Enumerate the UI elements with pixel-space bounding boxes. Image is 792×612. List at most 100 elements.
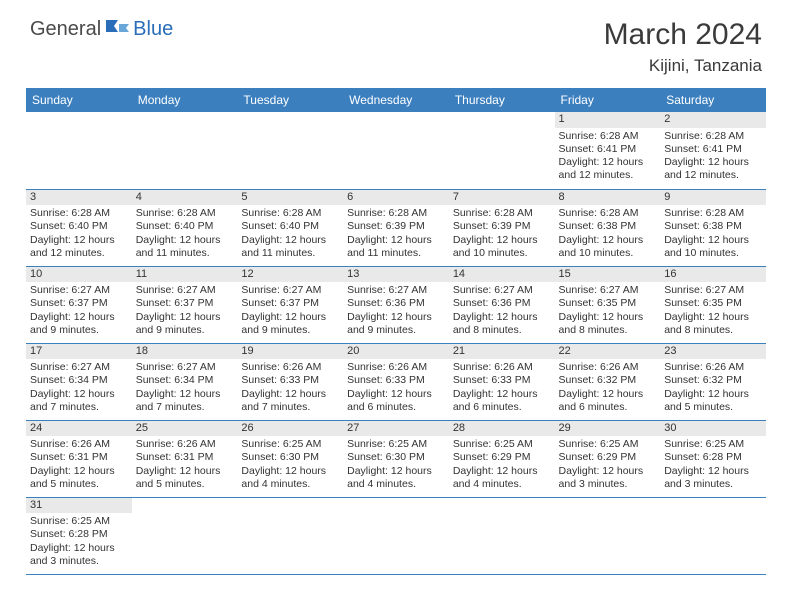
day-number: 25 xyxy=(132,421,238,437)
daylight-text: Daylight: 12 hours and 9 minutes. xyxy=(241,311,339,337)
sunset-text: Sunset: 6:35 PM xyxy=(664,297,762,310)
calendar-cell: 14Sunrise: 6:27 AMSunset: 6:36 PMDayligh… xyxy=(449,266,555,343)
calendar-cell: 17Sunrise: 6:27 AMSunset: 6:34 PMDayligh… xyxy=(26,343,132,420)
sunset-text: Sunset: 6:38 PM xyxy=(664,220,762,233)
calendar-cell: 24Sunrise: 6:26 AMSunset: 6:31 PMDayligh… xyxy=(26,420,132,497)
sunrise-text: Sunrise: 6:28 AM xyxy=(136,207,234,220)
sunset-text: Sunset: 6:31 PM xyxy=(136,451,234,464)
sunrise-text: Sunrise: 6:25 AM xyxy=(453,438,551,451)
sunset-text: Sunset: 6:28 PM xyxy=(30,528,128,541)
day-number: 2 xyxy=(660,112,766,128)
sunrise-text: Sunrise: 6:26 AM xyxy=(664,361,762,374)
sunset-text: Sunset: 6:41 PM xyxy=(559,143,657,156)
day-number: 31 xyxy=(26,498,132,514)
daylight-text: Daylight: 12 hours and 10 minutes. xyxy=(559,234,657,260)
calendar-cell-blank xyxy=(660,497,766,574)
daylight-text: Daylight: 12 hours and 9 minutes. xyxy=(347,311,445,337)
daylight-text: Daylight: 12 hours and 6 minutes. xyxy=(559,388,657,414)
sunset-text: Sunset: 6:29 PM xyxy=(559,451,657,464)
calendar-cell-blank xyxy=(26,112,132,189)
weekday-header: Friday xyxy=(555,88,661,112)
weekday-header: Thursday xyxy=(449,88,555,112)
sunrise-text: Sunrise: 6:27 AM xyxy=(559,284,657,297)
calendar-cell-blank xyxy=(555,497,661,574)
daylight-text: Daylight: 12 hours and 4 minutes. xyxy=(347,465,445,491)
daylight-text: Daylight: 12 hours and 5 minutes. xyxy=(30,465,128,491)
day-number: 14 xyxy=(449,267,555,283)
sunset-text: Sunset: 6:28 PM xyxy=(664,451,762,464)
day-number xyxy=(132,498,238,514)
day-number: 29 xyxy=(555,421,661,437)
sunset-text: Sunset: 6:40 PM xyxy=(136,220,234,233)
daylight-text: Daylight: 12 hours and 5 minutes. xyxy=(136,465,234,491)
sunset-text: Sunset: 6:37 PM xyxy=(30,297,128,310)
day-number: 23 xyxy=(660,344,766,360)
calendar-week: 1Sunrise: 6:28 AMSunset: 6:41 PMDaylight… xyxy=(26,112,766,189)
day-number xyxy=(343,498,449,514)
daylight-text: Daylight: 12 hours and 7 minutes. xyxy=(136,388,234,414)
weekday-row: SundayMondayTuesdayWednesdayThursdayFrid… xyxy=(26,88,766,112)
daylight-text: Daylight: 12 hours and 3 minutes. xyxy=(664,465,762,491)
daylight-text: Daylight: 12 hours and 3 minutes. xyxy=(30,542,128,568)
day-number xyxy=(237,498,343,514)
weekday-header: Saturday xyxy=(660,88,766,112)
calendar-cell: 18Sunrise: 6:27 AMSunset: 6:34 PMDayligh… xyxy=(132,343,238,420)
sunrise-text: Sunrise: 6:26 AM xyxy=(347,361,445,374)
sunrise-text: Sunrise: 6:27 AM xyxy=(664,284,762,297)
day-number: 6 xyxy=(343,190,449,206)
weekday-header: Sunday xyxy=(26,88,132,112)
day-number xyxy=(237,112,343,128)
calendar-cell: 21Sunrise: 6:26 AMSunset: 6:33 PMDayligh… xyxy=(449,343,555,420)
calendar-cell-blank xyxy=(237,112,343,189)
calendar-body: 1Sunrise: 6:28 AMSunset: 6:41 PMDaylight… xyxy=(26,112,766,574)
calendar-cell-blank xyxy=(343,112,449,189)
day-number xyxy=(555,498,661,514)
sunrise-text: Sunrise: 6:26 AM xyxy=(559,361,657,374)
calendar-cell: 26Sunrise: 6:25 AMSunset: 6:30 PMDayligh… xyxy=(237,420,343,497)
daylight-text: Daylight: 12 hours and 11 minutes. xyxy=(136,234,234,260)
calendar-cell: 29Sunrise: 6:25 AMSunset: 6:29 PMDayligh… xyxy=(555,420,661,497)
daylight-text: Daylight: 12 hours and 12 minutes. xyxy=(664,156,762,182)
weekday-header: Monday xyxy=(132,88,238,112)
day-number: 7 xyxy=(449,190,555,206)
calendar-week: 24Sunrise: 6:26 AMSunset: 6:31 PMDayligh… xyxy=(26,420,766,497)
calendar-cell: 15Sunrise: 6:27 AMSunset: 6:35 PMDayligh… xyxy=(555,266,661,343)
logo: General Blue xyxy=(30,18,173,41)
sunset-text: Sunset: 6:34 PM xyxy=(136,374,234,387)
sunset-text: Sunset: 6:33 PM xyxy=(241,374,339,387)
calendar-cell: 8Sunrise: 6:28 AMSunset: 6:38 PMDaylight… xyxy=(555,189,661,266)
day-number: 24 xyxy=(26,421,132,437)
calendar-cell: 12Sunrise: 6:27 AMSunset: 6:37 PMDayligh… xyxy=(237,266,343,343)
sunset-text: Sunset: 6:29 PM xyxy=(453,451,551,464)
sunset-text: Sunset: 6:35 PM xyxy=(559,297,657,310)
sunset-text: Sunset: 6:37 PM xyxy=(136,297,234,310)
day-number: 16 xyxy=(660,267,766,283)
daylight-text: Daylight: 12 hours and 10 minutes. xyxy=(453,234,551,260)
calendar-cell-blank xyxy=(449,497,555,574)
day-number: 9 xyxy=(660,190,766,206)
calendar-cell: 3Sunrise: 6:28 AMSunset: 6:40 PMDaylight… xyxy=(26,189,132,266)
calendar-cell-blank xyxy=(237,497,343,574)
daylight-text: Daylight: 12 hours and 8 minutes. xyxy=(453,311,551,337)
sunset-text: Sunset: 6:36 PM xyxy=(347,297,445,310)
daylight-text: Daylight: 12 hours and 11 minutes. xyxy=(347,234,445,260)
sunrise-text: Sunrise: 6:28 AM xyxy=(664,130,762,143)
calendar-head: SundayMondayTuesdayWednesdayThursdayFrid… xyxy=(26,88,766,112)
calendar-week: 31Sunrise: 6:25 AMSunset: 6:28 PMDayligh… xyxy=(26,497,766,574)
sunrise-text: Sunrise: 6:27 AM xyxy=(30,361,128,374)
sunrise-text: Sunrise: 6:27 AM xyxy=(347,284,445,297)
sunset-text: Sunset: 6:40 PM xyxy=(241,220,339,233)
day-number: 21 xyxy=(449,344,555,360)
sunrise-text: Sunrise: 6:26 AM xyxy=(453,361,551,374)
sunset-text: Sunset: 6:38 PM xyxy=(559,220,657,233)
calendar-cell: 20Sunrise: 6:26 AMSunset: 6:33 PMDayligh… xyxy=(343,343,449,420)
day-number xyxy=(343,112,449,128)
sunset-text: Sunset: 6:32 PM xyxy=(559,374,657,387)
calendar-week: 3Sunrise: 6:28 AMSunset: 6:40 PMDaylight… xyxy=(26,189,766,266)
day-number xyxy=(449,112,555,128)
day-number: 20 xyxy=(343,344,449,360)
sunrise-text: Sunrise: 6:28 AM xyxy=(453,207,551,220)
sunrise-text: Sunrise: 6:28 AM xyxy=(241,207,339,220)
day-number xyxy=(660,498,766,514)
page-title: March 2024 xyxy=(604,18,762,52)
